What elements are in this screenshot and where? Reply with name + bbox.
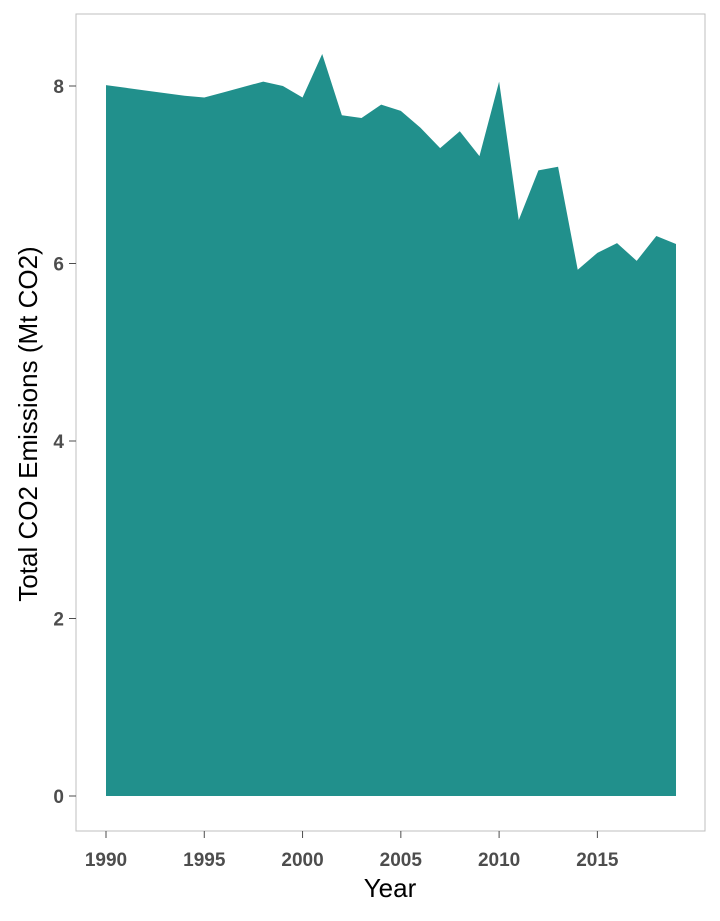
- y-tick-label-8: 8: [53, 77, 64, 98]
- x-tick-label-2000: 2000: [281, 850, 323, 871]
- x-tick-label-2015: 2015: [576, 850, 619, 871]
- x-tick-label-1995: 1995: [183, 850, 226, 871]
- y-axis-title: Total CO2 Emissions (Mt CO2): [13, 246, 43, 601]
- x-tick-label-2010: 2010: [478, 850, 520, 871]
- emissions-area: [106, 54, 676, 797]
- x-axis: 1990 1995 2000 2005 2010 2015: [85, 831, 619, 871]
- plot-panel-border: [75, 13, 706, 832]
- area-layer: [106, 54, 676, 797]
- y-axis: 0 2 4 6 8: [53, 77, 76, 808]
- x-axis-title: Year: [364, 873, 417, 903]
- y-tick-label-0: 0: [53, 787, 64, 808]
- y-tick-label-4: 4: [53, 432, 64, 453]
- y-tick-label-2: 2: [53, 610, 64, 631]
- y-tick-label-6: 6: [53, 255, 64, 276]
- x-tick-label-2005: 2005: [380, 850, 423, 871]
- x-tick-label-1990: 1990: [85, 850, 127, 871]
